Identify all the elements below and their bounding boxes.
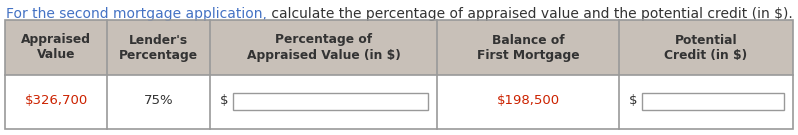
Bar (5, 75, 793, 129)
Bar (5, 20, 793, 129)
Text: Balance of
First Mortgage: Balance of First Mortgage (476, 33, 579, 62)
Text: Percentage of
Appraised Value (in $): Percentage of Appraised Value (in $) (247, 33, 401, 62)
Text: calculate the percentage of appraised value and the potential credit (in $).: calculate the percentage of appraised va… (267, 7, 792, 21)
Text: Potential
Credit (in $): Potential Credit (in $) (665, 33, 748, 62)
Text: 75%: 75% (144, 94, 173, 107)
Text: $198,500: $198,500 (496, 94, 559, 107)
Text: Lender's
Percentage: Lender's Percentage (119, 33, 198, 62)
Text: $: $ (629, 94, 638, 107)
Bar (642, 92, 784, 109)
Bar (233, 92, 428, 109)
Text: $326,700: $326,700 (25, 94, 88, 107)
Text: For the second mortgage application,: For the second mortgage application, (6, 7, 267, 21)
Text: Appraised
Value: Appraised Value (22, 33, 91, 62)
Text: $: $ (219, 94, 228, 107)
Bar (5, 20, 793, 75)
